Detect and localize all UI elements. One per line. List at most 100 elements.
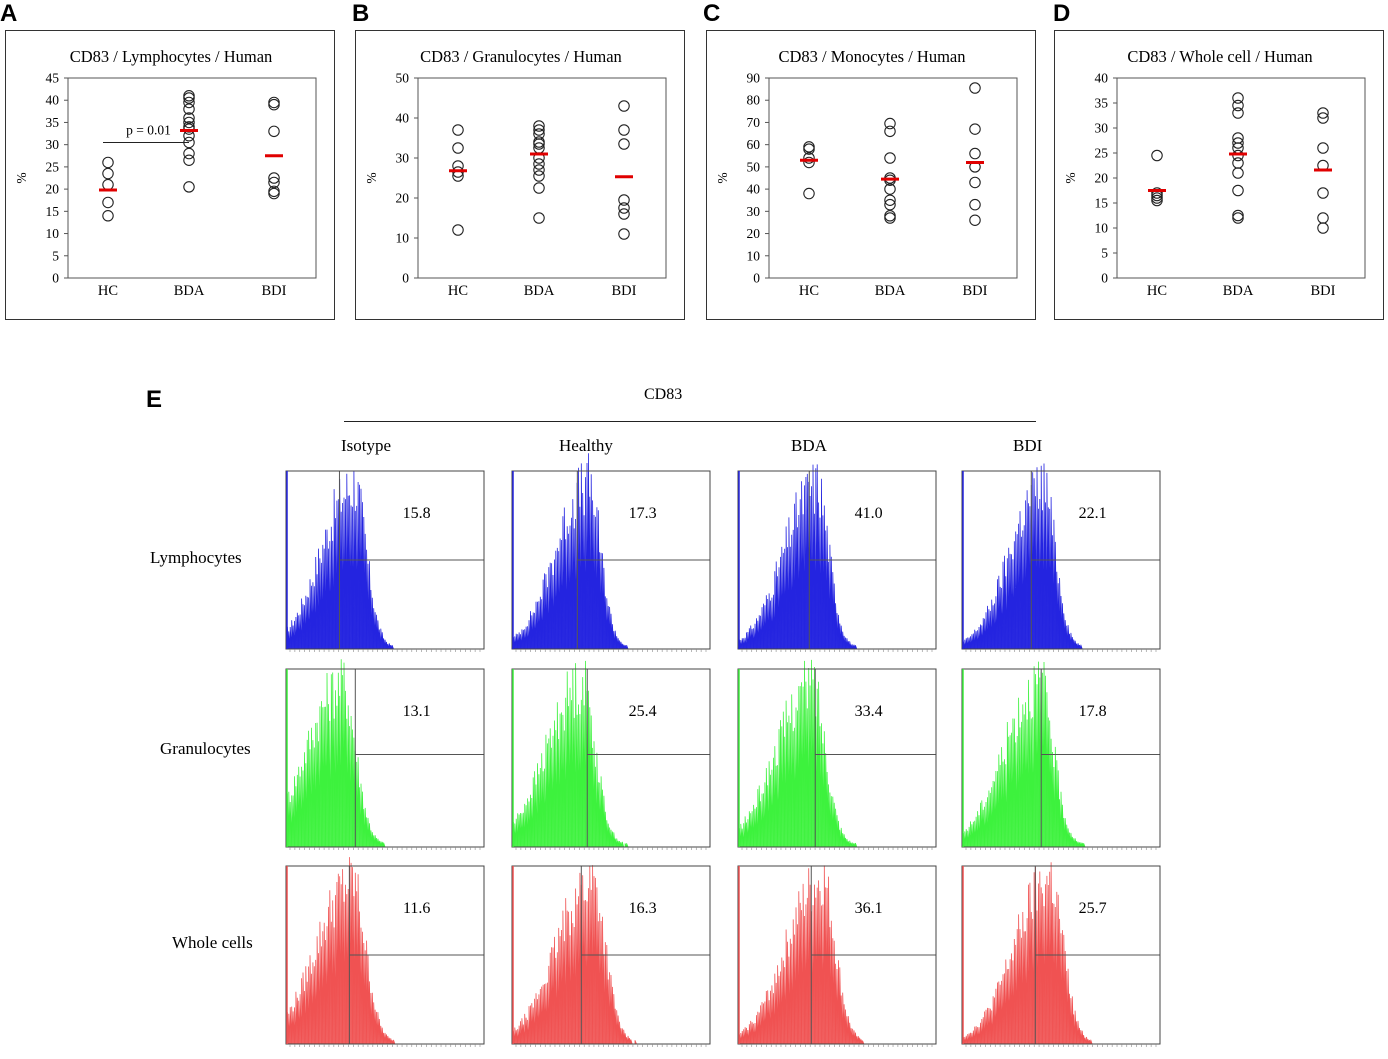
y-axis-label: % [364, 172, 379, 183]
scatter-svg-a: CD83 / Lymphocytes / Human 0 5 10 15 20 25 30 35… [14, 47, 317, 299]
data-point [102, 167, 114, 180]
chart-title: CD83 / Whole cell / Human [1127, 47, 1312, 66]
histogram-area [961, 463, 1160, 650]
data-point [1232, 137, 1244, 149]
data-point [533, 136, 545, 148]
histogram-frame [737, 668, 937, 848]
y-tick-label: 30 [396, 151, 410, 166]
data-point [884, 183, 896, 195]
data-point [183, 181, 195, 193]
chart-title: CD83 / Monocytes / Human [779, 47, 966, 66]
y-axis-label: % [1063, 172, 1078, 183]
data-point [1317, 222, 1329, 234]
y-tick-label: 60 [747, 137, 761, 152]
histogram-frame [285, 668, 485, 848]
y-tick-label: 20 [1095, 171, 1109, 186]
histogram-frame [737, 865, 937, 1045]
y-tick-label: 50 [747, 159, 761, 174]
x-category-label: BDA [174, 283, 205, 299]
positive-percentage: 41.0 [855, 505, 883, 522]
data-point [268, 185, 280, 198]
data-point [1232, 107, 1244, 119]
histogram-1-2: 33.4 [737, 659, 937, 850]
y-axis-label: % [14, 172, 29, 183]
data-point [969, 198, 981, 211]
plot-area [417, 77, 667, 279]
positive-percentage: 33.4 [855, 703, 883, 720]
y-tick-label: 0 [52, 271, 59, 286]
x-category-label: HC [1147, 283, 1167, 299]
histogram-frame [961, 470, 1161, 650]
y-tick-label: 35 [46, 115, 60, 130]
chart-title: CD83 / Lymphocytes / Human [70, 47, 273, 66]
y-tick-label: 40 [1095, 71, 1109, 86]
data-point [1151, 192, 1163, 204]
row-label-whole-cells: Whole cells [172, 933, 253, 952]
x-category-label: BDI [262, 283, 287, 299]
histogram-area [737, 464, 936, 650]
data-point [1232, 132, 1244, 144]
histogram-frame [511, 668, 711, 848]
x-category-label: BDA [875, 283, 906, 299]
data-point [1232, 212, 1244, 224]
data-point [533, 182, 545, 194]
data-point [452, 124, 464, 136]
y-axis-label: % [715, 172, 730, 183]
data-point [618, 194, 630, 206]
flow-header: CD83 [644, 386, 683, 403]
data-point [1151, 194, 1163, 207]
row-label-granulocytes: Granulocytes [160, 739, 251, 758]
data-point [969, 176, 981, 189]
histogram-area [961, 862, 1160, 1045]
data-point [183, 112, 195, 124]
histogram-2-1: 16.3 [511, 865, 711, 1047]
histogram-frame [285, 470, 485, 650]
histogram-frame [961, 865, 1161, 1045]
data-point [1232, 157, 1244, 169]
plot-area [67, 77, 317, 279]
positive-percentage: 22.1 [1079, 505, 1107, 522]
y-tick-label: 15 [1095, 196, 1109, 211]
data-point [884, 210, 896, 222]
y-tick-label: 30 [46, 137, 60, 152]
data-point [1232, 209, 1244, 222]
data-point [884, 125, 896, 138]
data-point [533, 164, 545, 176]
scatter-svg-d: CD83 / Whole cell / Human 0 5 10 15 20 25 30 35 4… [1063, 47, 1366, 299]
x-category-label: BDA [1223, 283, 1254, 299]
y-tick-label: 30 [1095, 121, 1109, 136]
x-category-label: HC [448, 283, 468, 299]
positive-percentage: 36.1 [855, 900, 883, 917]
histogram-area [285, 857, 484, 1045]
data-point [1317, 212, 1329, 224]
column-label-healthy: Healthy [559, 436, 613, 455]
data-point [183, 103, 195, 115]
data-point [533, 128, 545, 140]
y-tick-label: 25 [46, 159, 60, 174]
data-point [533, 124, 545, 136]
data-point [969, 123, 981, 135]
data-point [452, 142, 464, 154]
data-point [183, 96, 195, 109]
histogram-frame [285, 865, 485, 1045]
positive-percentage: 17.3 [629, 505, 657, 522]
y-tick-label: 25 [1095, 146, 1109, 161]
y-tick-label: 20 [46, 182, 60, 197]
data-point [884, 194, 896, 206]
data-point [1232, 184, 1244, 197]
data-point [1232, 167, 1244, 179]
data-point [1317, 112, 1329, 124]
histogram-area [285, 659, 484, 848]
data-point [183, 90, 195, 102]
histogram-2-3: 25.7 [961, 862, 1161, 1047]
chart-panel-c: CD83 / Monocytes / Human 0 10 20 30 40 50 60 70 8… [706, 30, 1036, 320]
plot-area [768, 77, 1018, 279]
histogram-0-1: 17.3 [511, 453, 711, 652]
y-tick-label: 20 [747, 226, 761, 241]
data-point [618, 138, 630, 150]
y-tick-label: 40 [747, 182, 761, 197]
y-tick-label: 5 [1101, 246, 1108, 261]
data-point [969, 147, 981, 160]
positive-percentage: 13.1 [403, 703, 431, 720]
x-category-label: BDA [524, 283, 555, 299]
